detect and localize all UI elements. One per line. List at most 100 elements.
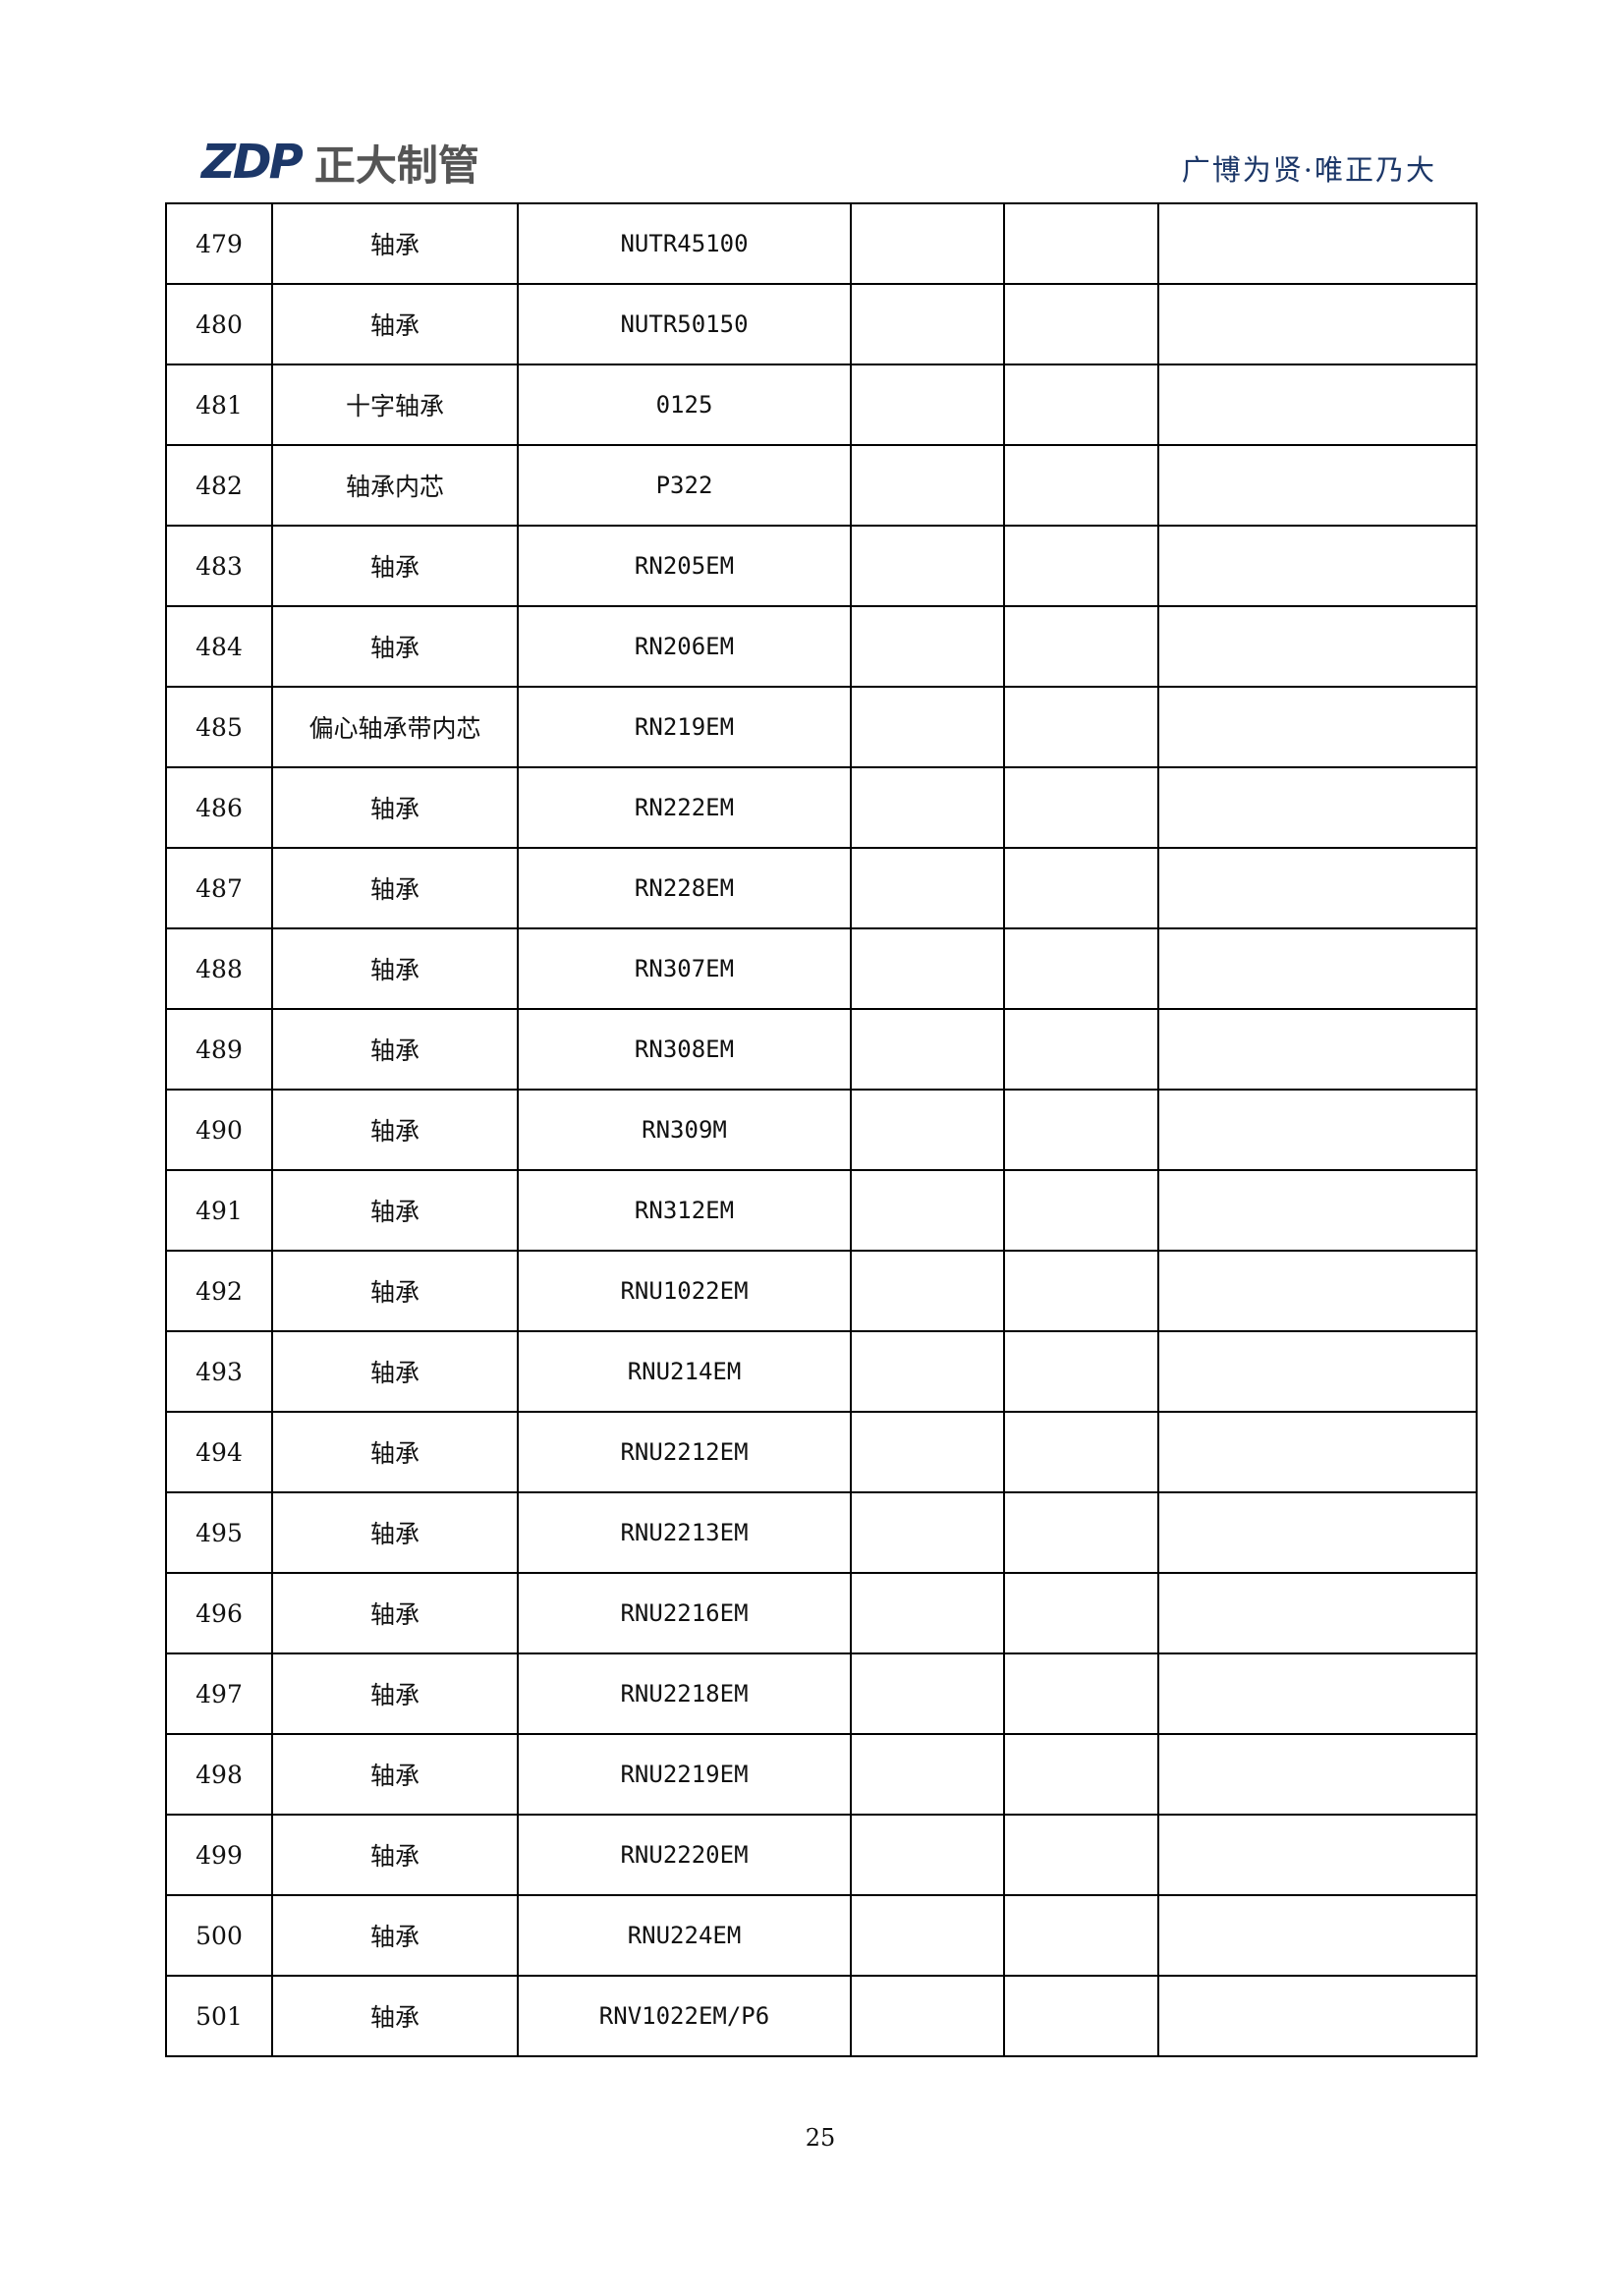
- table-row: 491 轴承 RN312EM: [165, 1169, 1478, 1252]
- empty-cell: [1003, 1894, 1159, 1977]
- part-name: 轴承: [271, 1411, 519, 1493]
- table-row: 487 轴承 RN228EM: [165, 847, 1478, 929]
- row-number: 494: [165, 1411, 273, 1493]
- empty-cell: [850, 1411, 1005, 1493]
- table-row: 493 轴承 RNU214EM: [165, 1330, 1478, 1413]
- part-model: RN308EM: [517, 1008, 852, 1091]
- empty-cell: [1003, 283, 1159, 365]
- empty-cell: [1157, 1491, 1478, 1574]
- part-model: NUTR45100: [517, 202, 852, 285]
- logo-mark: ZDP: [201, 135, 304, 190]
- empty-cell: [850, 1652, 1005, 1735]
- part-model: RN228EM: [517, 847, 852, 929]
- table-row: 496 轴承 RNU2216EM: [165, 1572, 1478, 1654]
- empty-cell: [850, 525, 1005, 607]
- empty-cell: [1157, 1652, 1478, 1735]
- row-number: 484: [165, 605, 273, 688]
- empty-cell: [850, 1330, 1005, 1413]
- part-name: 轴承: [271, 1250, 519, 1332]
- row-number: 486: [165, 766, 273, 849]
- table-row: 492 轴承 RNU1022EM: [165, 1250, 1478, 1332]
- row-number: 493: [165, 1330, 273, 1413]
- row-number: 491: [165, 1169, 273, 1252]
- empty-cell: [850, 927, 1005, 1010]
- part-model: P322: [517, 444, 852, 527]
- table-row: 483 轴承 RN205EM: [165, 525, 1478, 607]
- empty-cell: [1003, 1652, 1159, 1735]
- row-number: 487: [165, 847, 273, 929]
- table-row: 484 轴承 RN206EM: [165, 605, 1478, 688]
- empty-cell: [850, 202, 1005, 285]
- row-number: 500: [165, 1894, 273, 1977]
- row-number: 499: [165, 1814, 273, 1896]
- empty-cell: [1003, 444, 1159, 527]
- empty-cell: [850, 444, 1005, 527]
- empty-cell: [1157, 1411, 1478, 1493]
- part-model: NUTR50150: [517, 283, 852, 365]
- table-row: 501 轴承 RNV1022EM/P6: [165, 1975, 1478, 2057]
- empty-cell: [1157, 1008, 1478, 1091]
- table-row: 497 轴承 RNU2218EM: [165, 1652, 1478, 1735]
- table-row: 479 轴承 NUTR45100: [165, 202, 1478, 285]
- table-row: 485 偏心轴承带内芯 RN219EM: [165, 686, 1478, 768]
- table-row: 500 轴承 RNU224EM: [165, 1894, 1478, 1977]
- empty-cell: [1157, 1250, 1478, 1332]
- part-name: 轴承: [271, 1008, 519, 1091]
- empty-cell: [850, 847, 1005, 929]
- empty-cell: [1003, 1975, 1159, 2057]
- empty-cell: [1003, 766, 1159, 849]
- row-number: 492: [165, 1250, 273, 1332]
- row-number: 490: [165, 1089, 273, 1171]
- empty-cell: [850, 1894, 1005, 1977]
- part-model: RN307EM: [517, 927, 852, 1010]
- part-model: RNU2218EM: [517, 1652, 852, 1735]
- part-model: RNU2212EM: [517, 1411, 852, 1493]
- empty-cell: [1157, 1330, 1478, 1413]
- empty-cell: [1003, 1169, 1159, 1252]
- empty-cell: [1157, 1814, 1478, 1896]
- part-model: RNU2216EM: [517, 1572, 852, 1654]
- part-name: 轴承: [271, 525, 519, 607]
- empty-cell: [850, 1814, 1005, 1896]
- empty-cell: [1003, 686, 1159, 768]
- table-row: 494 轴承 RNU2212EM: [165, 1411, 1478, 1493]
- part-model: RN219EM: [517, 686, 852, 768]
- empty-cell: [1003, 927, 1159, 1010]
- part-name: 轴承: [271, 605, 519, 688]
- empty-cell: [850, 1008, 1005, 1091]
- empty-cell: [1157, 364, 1478, 446]
- part-model: RNU2220EM: [517, 1814, 852, 1896]
- table-row: 499 轴承 RNU2220EM: [165, 1814, 1478, 1896]
- part-model: RN312EM: [517, 1169, 852, 1252]
- empty-cell: [1003, 1814, 1159, 1896]
- empty-cell: [1003, 1572, 1159, 1654]
- empty-cell: [1003, 605, 1159, 688]
- empty-cell: [850, 1491, 1005, 1574]
- part-model: RNV1022EM/P6: [517, 1975, 852, 2057]
- row-number: 483: [165, 525, 273, 607]
- empty-cell: [1003, 364, 1159, 446]
- table-row: 481 十字轴承 0125: [165, 364, 1478, 446]
- part-model: RN206EM: [517, 605, 852, 688]
- row-number: 501: [165, 1975, 273, 2057]
- part-name: 轴承: [271, 927, 519, 1010]
- slogan: 广博为贤·唯正乃大: [1181, 153, 1436, 187]
- empty-cell: [1003, 847, 1159, 929]
- empty-cell: [1157, 605, 1478, 688]
- row-number: 482: [165, 444, 273, 527]
- empty-cell: [1003, 525, 1159, 607]
- table-row: 480 轴承 NUTR50150: [165, 283, 1478, 365]
- empty-cell: [1157, 525, 1478, 607]
- part-name: 轴承: [271, 847, 519, 929]
- company-logo: ZDP 正大制管: [201, 135, 479, 190]
- row-number: 488: [165, 927, 273, 1010]
- empty-cell: [850, 1169, 1005, 1252]
- table-row: 498 轴承 RNU2219EM: [165, 1733, 1478, 1816]
- part-model: RNU2219EM: [517, 1733, 852, 1816]
- part-name: 轴承: [271, 1491, 519, 1574]
- row-number: 485: [165, 686, 273, 768]
- part-name: 轴承: [271, 1975, 519, 2057]
- part-name: 轴承: [271, 1089, 519, 1171]
- empty-cell: [850, 605, 1005, 688]
- row-number: 479: [165, 202, 273, 285]
